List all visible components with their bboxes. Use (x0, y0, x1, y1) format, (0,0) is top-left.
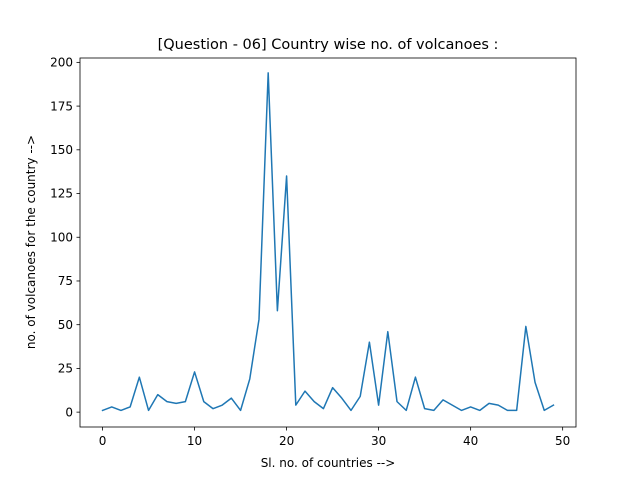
y-tick-label: 200 (50, 56, 73, 70)
x-tick-label: 10 (187, 434, 202, 448)
y-axis-label: no. of volcanoes for the country --> (24, 135, 38, 349)
axes-frame (79, 57, 577, 428)
series-line-0 (101, 72, 555, 412)
chart-title: [Question - 06] Country wise no. of volc… (158, 37, 499, 53)
x-tick-label: 0 (99, 434, 107, 448)
x-axis-label: Sl. no. of countries --> (261, 456, 396, 470)
y-tick-label: 175 (50, 99, 73, 113)
x-tick-label: 20 (279, 434, 294, 448)
plot-area: 0 10 20 30 40 50 0 25 50 75 100 125 150 175 200 (50, 56, 577, 448)
y-tick-label: 75 (58, 274, 73, 288)
x-tick-label: 50 (555, 434, 570, 448)
y-tick-label: 50 (58, 318, 73, 332)
y-tick-label: 150 (50, 143, 73, 157)
y-tick-label: 0 (65, 405, 73, 419)
y-tick-label: 100 (50, 230, 73, 244)
y-tick-label: 25 (58, 362, 73, 376)
y-tick-label: 125 (50, 187, 73, 201)
x-tick-label: 30 (371, 434, 386, 448)
x-tick-label: 40 (463, 434, 478, 448)
